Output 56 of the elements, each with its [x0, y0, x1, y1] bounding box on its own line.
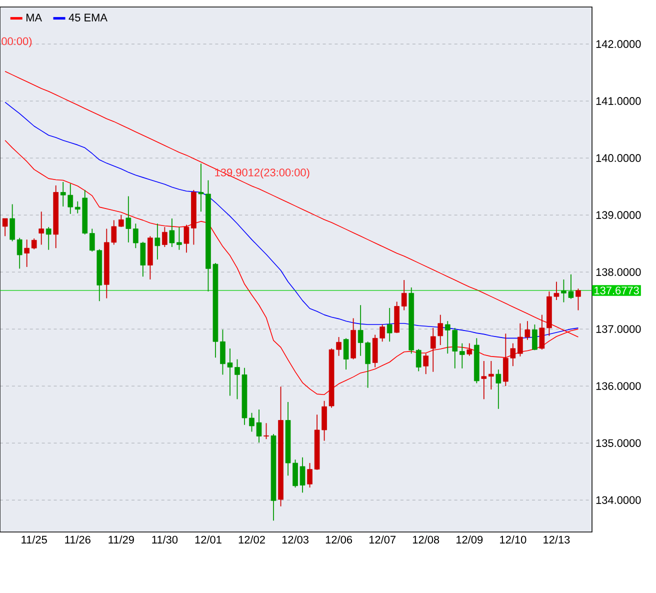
candlestick: [31, 238, 37, 250]
candlestick: [184, 224, 190, 254]
candlestick: [481, 360, 487, 400]
y-tick-label: 134.0000: [596, 496, 641, 504]
x-tick-label: 12/06: [326, 536, 352, 544]
x-tick-label: 12/07: [369, 536, 396, 544]
x-tick-label: 11/25: [22, 536, 47, 544]
candlestick: [38, 211, 44, 246]
candlestick: [430, 327, 436, 372]
candlestick: [496, 369, 502, 410]
candlestick: [532, 324, 538, 351]
candlestick: [307, 462, 312, 488]
x-tick-label: 11/26: [65, 536, 90, 544]
legend-label: 45 EMA: [68, 14, 108, 22]
y-tick-label: 139.0000: [596, 211, 641, 219]
legend-label: MA: [26, 14, 42, 22]
candlestick: [2, 218, 8, 237]
candlestick: [539, 314, 545, 350]
candlestick: [176, 226, 182, 250]
y-tick-label: 136.0000: [596, 382, 641, 390]
ref-line-label: 137.6773: [594, 286, 639, 294]
candlestick: [488, 360, 494, 390]
x-tick-label: 12/02: [238, 536, 265, 544]
candlestick: [386, 308, 392, 342]
candlestick: [416, 348, 422, 372]
x-tick-label: 12/08: [412, 536, 440, 544]
candlestick: [423, 353, 429, 375]
x-tick-label: 12/13: [544, 536, 570, 544]
candlestick: [46, 226, 52, 250]
candlestick: [343, 338, 349, 370]
x-tick-label: 12/09: [456, 536, 483, 544]
candlestick: [24, 239, 30, 268]
candlestick: [459, 342, 465, 369]
candlestick: [162, 226, 168, 248]
candlestick: [126, 196, 132, 243]
candlestick: [10, 204, 15, 242]
candlestick: [154, 223, 160, 260]
x-tick-label: 11/29: [108, 536, 134, 544]
candlestick: [438, 314, 444, 346]
candlestick: [466, 342, 472, 356]
candlestick: [169, 218, 175, 248]
x-tick-label: 12/01: [195, 536, 222, 544]
y-tick-label: 142.0000: [596, 40, 641, 48]
y-tick-label: 137.0000: [596, 325, 641, 333]
candlestick: [16, 237, 22, 270]
y-tick-label: 135.0000: [596, 439, 641, 447]
candlestick: [576, 288, 581, 311]
x-tick-label: 11/30: [152, 536, 178, 544]
x-tick-label: 12/10: [500, 536, 526, 544]
candlestick: [264, 422, 269, 440]
y-tick-label: 138.0000: [596, 268, 641, 276]
y-tick-label: 140.0000: [596, 154, 641, 162]
candlestick: [401, 280, 407, 311]
annotation: 00:00): [2, 37, 32, 48]
x-tick-label: 12/03: [282, 536, 308, 544]
y-tick-label: 141.0000: [596, 97, 641, 105]
